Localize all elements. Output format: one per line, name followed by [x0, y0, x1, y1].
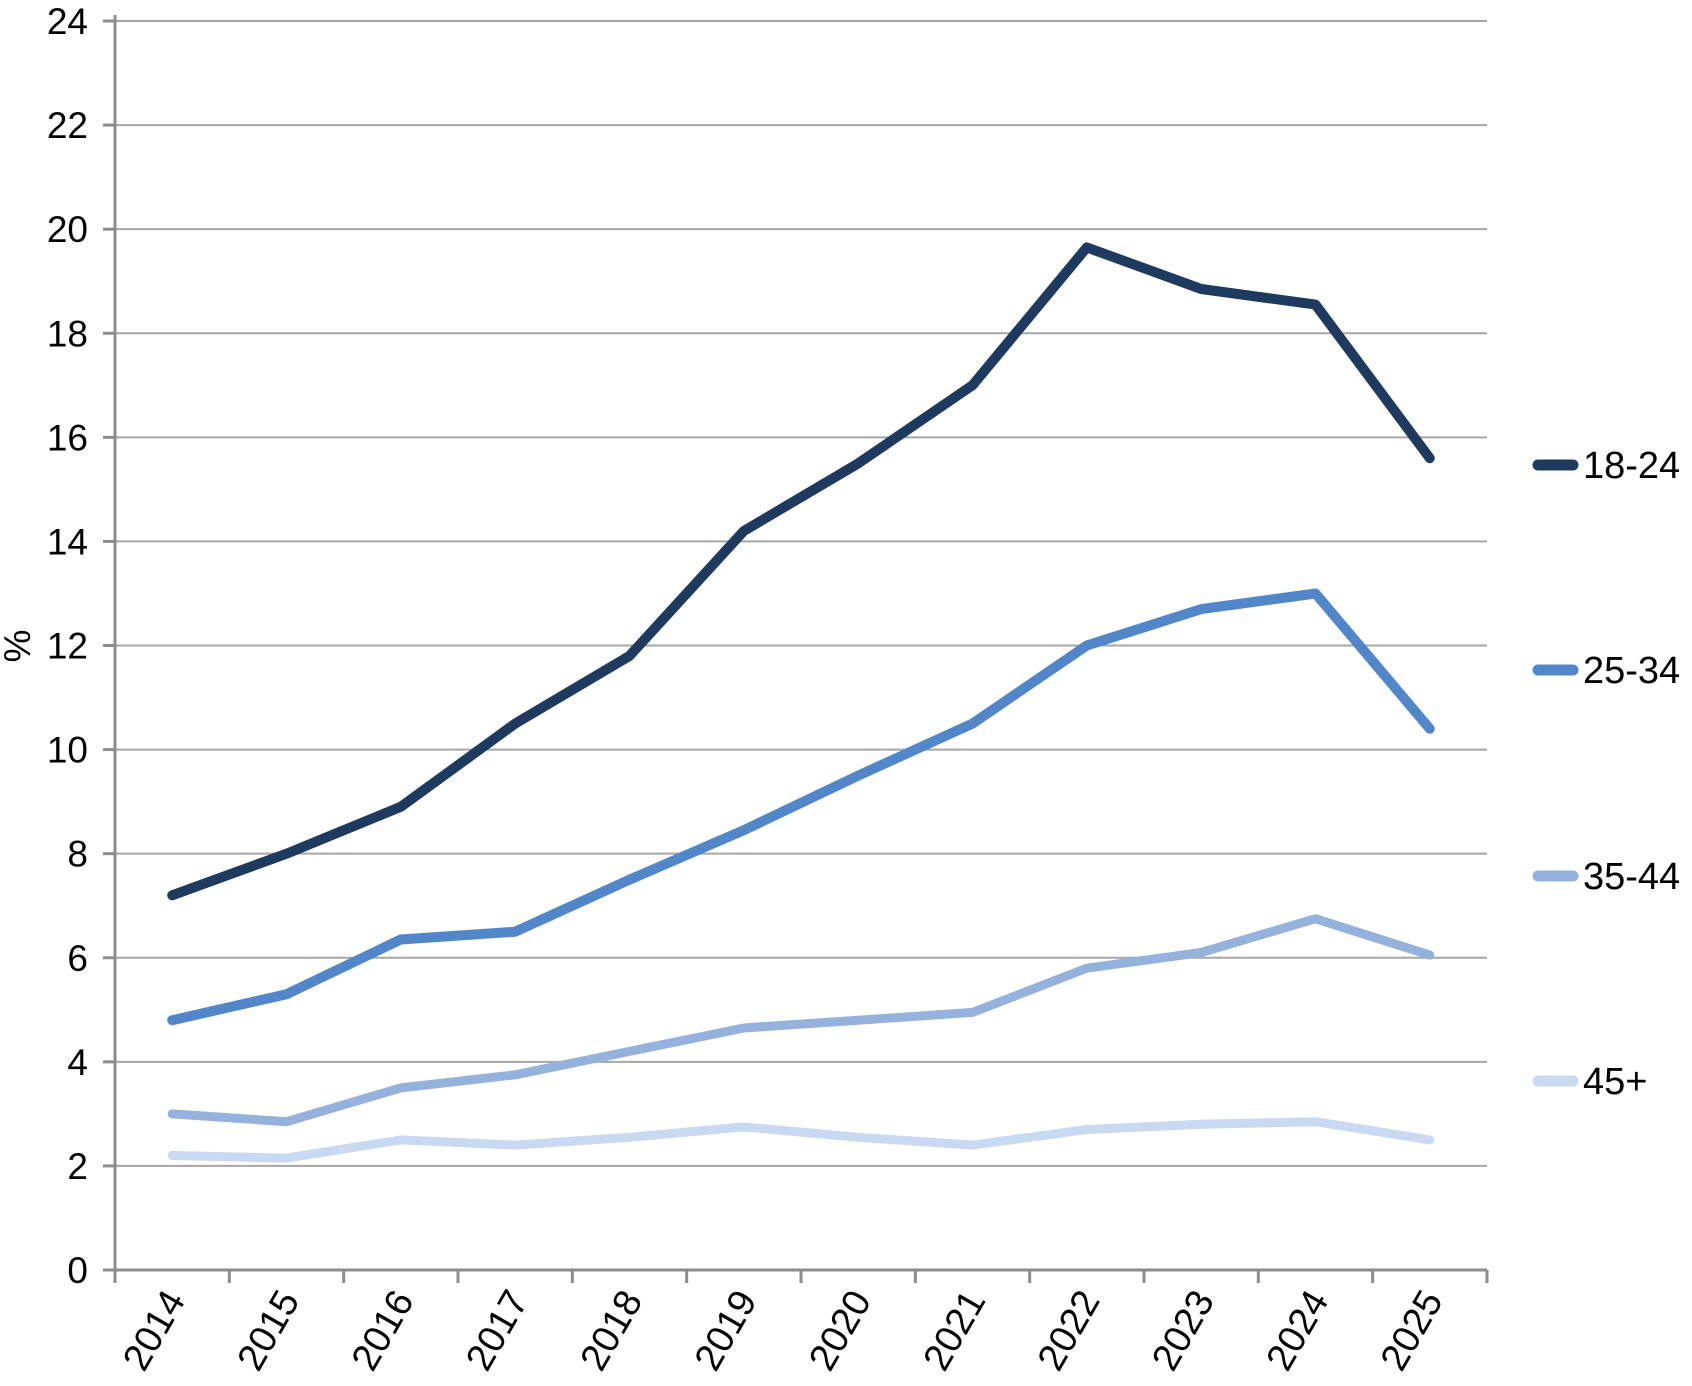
x-tick-label-2016: 2016 [344, 1284, 423, 1378]
series-line-18-24 [167, 242, 1435, 901]
x-tick-label-2019: 2019 [687, 1284, 766, 1378]
series-group [167, 242, 1435, 1163]
axes-group [103, 15, 1489, 1283]
y-tick-label: 2 [67, 1146, 88, 1187]
legend-group: 18-24 25-34 35-44 45+ [1532, 445, 1680, 1103]
series-line-25-34 [167, 588, 1435, 1026]
x-tick-label-2017: 2017 [458, 1284, 537, 1378]
y-tick-label: 10 [47, 730, 88, 771]
x-tick-label-2021: 2021 [916, 1284, 995, 1378]
legend-label-25-34: 25-34 [1583, 650, 1680, 692]
y-tick-label: 6 [67, 938, 88, 979]
y-tick-label: 8 [67, 834, 88, 875]
y-tick-label: 24 [47, 1, 88, 42]
y-tick-label: 16 [47, 417, 88, 458]
series-line-45plus [167, 1117, 1435, 1163]
x-tick-label-2023: 2023 [1144, 1284, 1223, 1378]
x-tick-label-2014: 2014 [115, 1284, 194, 1378]
x-tick-label-2015: 2015 [230, 1284, 309, 1378]
y-tick-label: 18 [47, 313, 88, 354]
x-tick-label-2018: 2018 [573, 1284, 652, 1378]
y-tick-label: 20 [47, 209, 88, 250]
gridlines-group [115, 20, 1487, 1167]
x-tick-label-2024: 2024 [1259, 1284, 1338, 1378]
legend-item-45plus: 45+ [1532, 1061, 1647, 1103]
legend-item-25-34: 25-34 [1532, 650, 1680, 692]
x-tick-label-2020: 2020 [801, 1284, 880, 1378]
y-axis-title: % [0, 630, 38, 663]
y-tick-label: 22 [47, 105, 88, 146]
x-tick-label-2022: 2022 [1030, 1284, 1109, 1378]
legend-item-18-24: 18-24 [1532, 445, 1680, 487]
legend-label-45plus: 45+ [1583, 1061, 1647, 1103]
y-tick-label: 14 [47, 521, 88, 562]
legend-label-35-44: 35-44 [1583, 856, 1680, 898]
y-tick-label: 0 [67, 1250, 88, 1291]
series-line-35-44 [167, 914, 1435, 1127]
y-tick-label: 4 [67, 1042, 88, 1083]
legend-label-18-24: 18-24 [1583, 445, 1680, 487]
y-tick-label: 12 [47, 626, 88, 667]
x-tick-label-2025: 2025 [1373, 1284, 1452, 1378]
x-tick-labels-group: 2014 2015 2016 2017 2018 2019 2020 2021 2022 2023… [115, 1284, 1451, 1378]
legend-item-35-44: 35-44 [1532, 856, 1680, 898]
